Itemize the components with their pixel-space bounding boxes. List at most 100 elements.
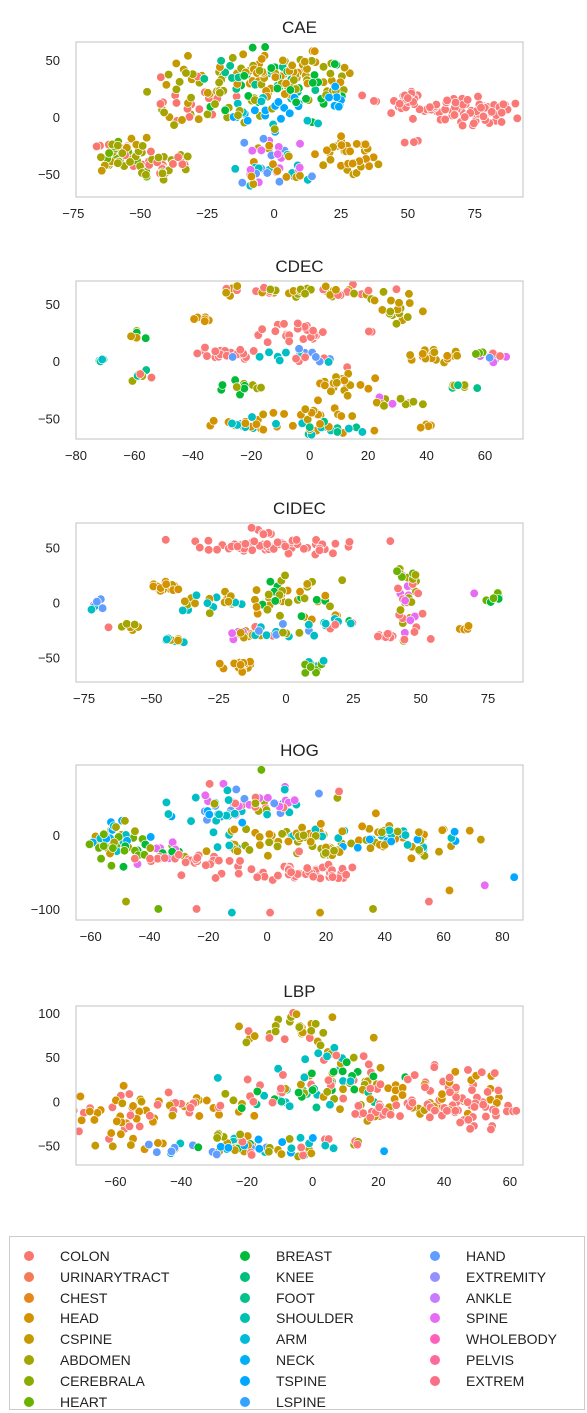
scatter-point — [217, 380, 228, 390]
scatter-point — [473, 91, 483, 102]
scatter-point — [414, 827, 424, 837]
scatter-point — [236, 628, 246, 638]
scatter-point — [308, 872, 318, 882]
scatter-point — [272, 83, 283, 94]
scatter-point — [253, 1134, 264, 1145]
scatter-point — [76, 1126, 84, 1137]
x-tick-label: 0 — [306, 448, 313, 463]
scatter-point — [323, 1075, 334, 1085]
legend-marker — [240, 1334, 250, 1345]
chart-title: HOG — [280, 741, 319, 760]
scatter-point — [113, 140, 123, 151]
scatter-point — [241, 1037, 252, 1048]
chart-cae: CAE −75 −50 −25 0 25 50 75 −50 0 50 — [38, 18, 524, 221]
y-tick-label: 50 — [46, 297, 60, 312]
scatter-point — [363, 384, 374, 394]
legend-item: CSPINE — [24, 1328, 112, 1350]
legend-item: ARM — [240, 1328, 307, 1350]
legend-item: TSPINE — [240, 1370, 327, 1392]
scatter-point — [142, 133, 152, 143]
scatter-point — [281, 78, 291, 89]
scatter-point — [368, 1071, 379, 1081]
scatter-point — [357, 90, 367, 101]
scatter-point — [418, 306, 428, 317]
x-tick-label: 20 — [361, 448, 375, 463]
scatter-point — [269, 798, 279, 809]
scatter-point — [213, 1073, 223, 1083]
scatter-point — [135, 1121, 145, 1132]
chart-cidec: CIDEC −75 −50 −25 0 25 50 75 −50 0 50 — [38, 499, 524, 706]
scatter-point — [153, 152, 164, 163]
scatter-point — [394, 298, 404, 308]
scatter-point — [409, 627, 420, 637]
scatter-point — [117, 148, 127, 158]
scatter-point — [510, 98, 521, 109]
scatter-point — [264, 1147, 274, 1157]
scatter-point — [359, 1051, 369, 1061]
scatter-point — [263, 793, 273, 803]
x-tick-label: 50 — [401, 206, 415, 221]
scatter-point — [106, 861, 117, 871]
scatter-point — [450, 97, 461, 108]
scatter-point — [279, 409, 289, 419]
y-tick-label: −50 — [38, 167, 60, 182]
scatter-point — [232, 541, 243, 552]
scatter-point — [276, 1149, 287, 1159]
scatter-point — [286, 867, 296, 877]
scatter-point — [291, 535, 302, 545]
scatter-point — [214, 77, 224, 88]
scatter-point — [341, 870, 351, 880]
scatter-point — [97, 354, 107, 365]
scatter-point — [330, 539, 341, 549]
scatter-point — [273, 149, 283, 159]
scatter-point — [322, 145, 332, 155]
scatter-point — [271, 419, 281, 429]
scatter-point — [142, 87, 152, 97]
scatter-point — [321, 281, 331, 292]
legend-label: COLON — [60, 1248, 110, 1264]
scatter-point — [273, 97, 284, 107]
scatter-point — [235, 660, 246, 670]
scatter-point — [413, 588, 423, 598]
x-tick-label: −40 — [182, 448, 204, 463]
scatter-point — [171, 98, 182, 108]
scatter-point — [477, 1067, 487, 1077]
plot-frame — [75, 522, 524, 683]
scatter-point — [261, 630, 272, 640]
scatter-point — [311, 831, 321, 841]
scatter-point — [281, 347, 291, 358]
y-tick-label: −50 — [38, 651, 60, 666]
scatter-point — [129, 619, 140, 630]
scatter-point — [145, 1111, 155, 1121]
scatter-point — [248, 179, 258, 189]
scatter-point — [496, 117, 507, 127]
scatter-point — [375, 1063, 386, 1073]
scatter-point — [353, 1101, 364, 1111]
scatter-point — [405, 298, 415, 308]
scatter-point — [264, 829, 274, 839]
legend-marker — [430, 1334, 440, 1345]
x-tick-label: 0 — [264, 929, 271, 944]
scatter-point — [393, 826, 403, 837]
scatter-point — [279, 319, 289, 329]
y-tick-label: 100 — [38, 1006, 60, 1021]
scatter-point — [318, 62, 329, 72]
scatter-point — [308, 1133, 318, 1143]
scatter-point — [223, 597, 234, 607]
scatter-point — [299, 1072, 310, 1083]
scatter-point — [230, 164, 240, 174]
scatter-point — [212, 842, 223, 852]
scatter-point — [488, 593, 499, 603]
legend-label: ABDOMEN — [60, 1352, 131, 1368]
legend-marker — [240, 1292, 250, 1303]
scatter-point — [220, 105, 230, 115]
scatter-point — [429, 1062, 439, 1072]
scatter-point — [379, 401, 389, 411]
x-tick-label: −60 — [80, 929, 102, 944]
legend-label: NECK — [276, 1352, 315, 1368]
scatter-point — [227, 907, 237, 918]
scatter-point — [262, 809, 272, 820]
scatter-point — [300, 57, 310, 67]
scatter-point — [465, 1124, 475, 1134]
scatter-point — [295, 139, 305, 149]
